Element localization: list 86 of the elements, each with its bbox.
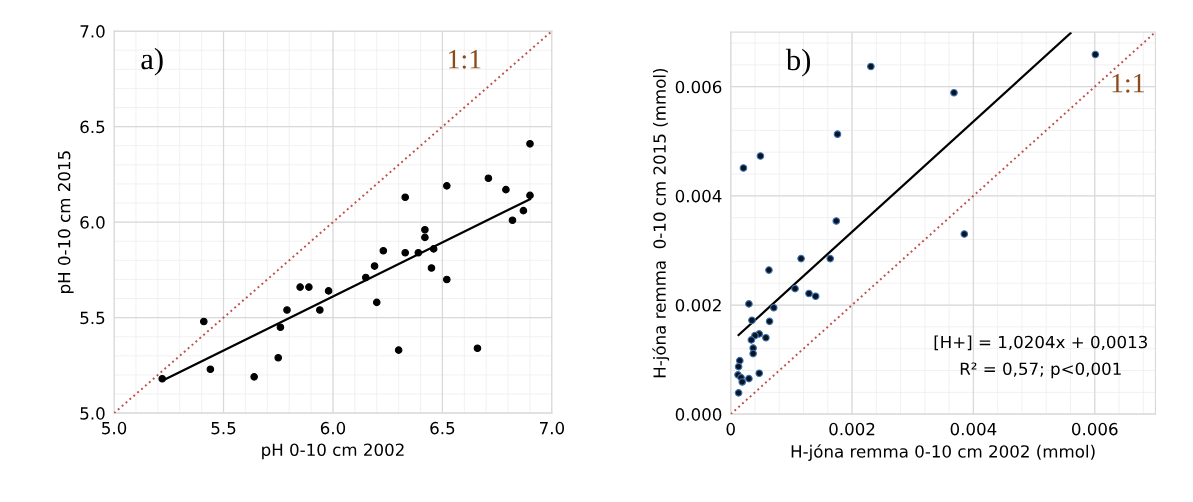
- point: [960, 230, 969, 238]
- point: [1091, 50, 1100, 59]
- point: [502, 185, 510, 194]
- y-axis-title: H-jóna remma 0-10 cm 2015 (mmol): [652, 68, 670, 378]
- x-tick-label: 0.004: [950, 422, 997, 436]
- point: [158, 374, 167, 383]
- x-tick-label: 0.006: [1071, 422, 1118, 436]
- point: [473, 344, 482, 353]
- point: [442, 182, 451, 190]
- annotation: R² = 0,57; p<0,001: [960, 362, 1121, 379]
- annotation: 1:1: [449, 50, 481, 69]
- point: [296, 283, 304, 291]
- point: [401, 248, 410, 257]
- point: [734, 389, 743, 397]
- point: [276, 323, 285, 332]
- point: [950, 88, 958, 97]
- point: [379, 246, 388, 255]
- point: [745, 300, 753, 308]
- point: [769, 303, 778, 312]
- point: [199, 317, 208, 326]
- y-tick-label: 6.5: [80, 120, 105, 134]
- y-tick-label: 0.002: [675, 298, 721, 312]
- y-axis-title: pH 0-10 cm 2015: [57, 151, 74, 293]
- point: [739, 164, 748, 172]
- point: [765, 266, 773, 274]
- point: [283, 306, 291, 314]
- point: [734, 362, 743, 371]
- y-tick-label: 5.5: [80, 311, 105, 325]
- point: [738, 378, 747, 386]
- point: [526, 191, 534, 200]
- x-tick-label: 5.5: [211, 421, 236, 435]
- point: [274, 353, 283, 362]
- annotation: b): [785, 48, 811, 77]
- point: [867, 62, 875, 71]
- point: [316, 306, 324, 314]
- point: [745, 374, 753, 383]
- point: [370, 262, 379, 270]
- point: [429, 245, 438, 253]
- point: [427, 264, 436, 272]
- x-tick-label: 6.0: [320, 421, 346, 435]
- point: [361, 273, 370, 282]
- x-tick-label: 5.0: [102, 421, 127, 435]
- x-tick-label: 0.002: [829, 422, 875, 436]
- point: [421, 233, 429, 242]
- point: [414, 248, 423, 257]
- point: [805, 289, 813, 298]
- y-tick-label: 6.0: [80, 216, 105, 229]
- point: [305, 283, 313, 291]
- x-tick-label: 7.0: [540, 421, 565, 435]
- y-tick-label: 0.004: [675, 189, 722, 203]
- y-tick-label: 0.000: [675, 408, 722, 421]
- point: [526, 140, 534, 148]
- point: [508, 216, 517, 225]
- annotation: 1:1: [1112, 73, 1144, 93]
- point: [206, 365, 215, 374]
- point: [394, 346, 403, 354]
- point: [442, 275, 451, 284]
- y-tick-label: 5.0: [80, 407, 105, 420]
- y-tick-label: 7.0: [80, 25, 105, 38]
- point: [250, 373, 258, 381]
- point: [811, 292, 820, 301]
- y-tick-label: 0.006: [675, 80, 722, 94]
- point: [372, 298, 381, 307]
- x-tick-label: 6.5: [430, 421, 455, 435]
- point: [832, 217, 841, 225]
- point: [755, 369, 764, 378]
- point: [748, 316, 756, 325]
- point: [756, 152, 765, 160]
- point: [421, 225, 429, 234]
- point: [519, 206, 528, 215]
- point: [762, 333, 770, 342]
- x-axis-title: pH 0-10 cm 2002: [262, 443, 404, 460]
- point: [324, 287, 333, 295]
- annotation: [H+] = 1,0204x + 0,0013: [934, 335, 1147, 351]
- x-axis-title: H-jóna remma 0-10 cm 2002 (mmol): [791, 444, 1095, 461]
- point: [765, 317, 774, 326]
- point: [826, 254, 835, 263]
- point: [833, 130, 842, 138]
- point: [749, 349, 757, 358]
- x-tick-label: 0: [726, 422, 735, 436]
- point: [747, 336, 756, 344]
- point: [484, 174, 493, 183]
- point: [791, 284, 799, 293]
- point: [797, 254, 805, 263]
- annotation: a): [141, 47, 163, 76]
- point: [401, 193, 410, 202]
